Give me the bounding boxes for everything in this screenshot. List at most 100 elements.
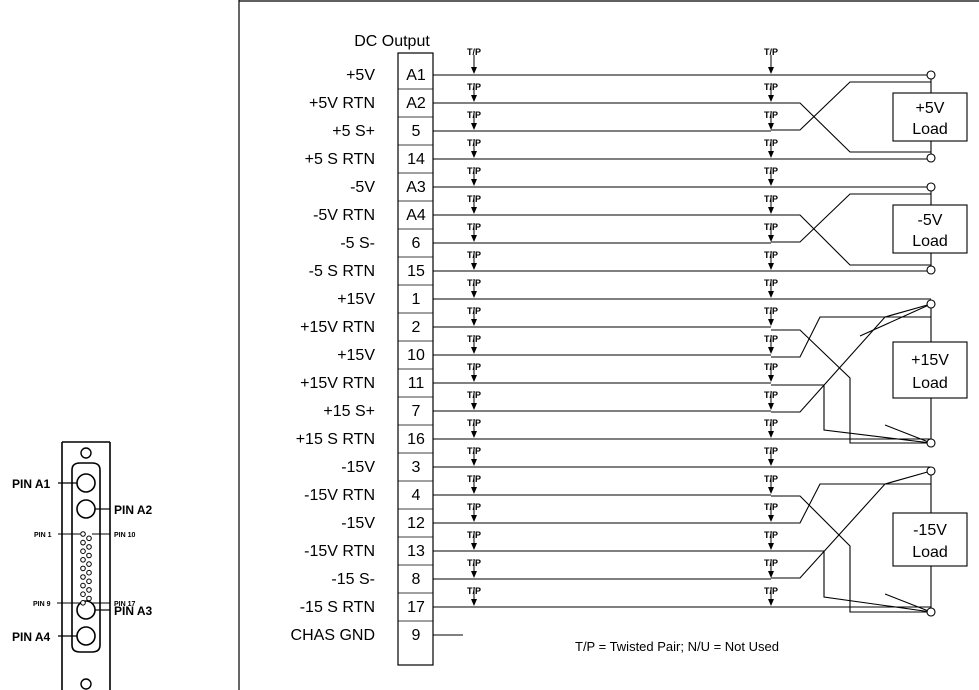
connector-small-pin	[86, 595, 92, 602]
pin-number: 7	[412, 403, 421, 420]
wire-15v-spread-c	[884, 424, 932, 444]
signal-label: -15V	[341, 459, 375, 476]
load-box	[892, 512, 968, 567]
wire-15v-rtn-a-cross	[771, 329, 931, 444]
twisted-pair-arrow	[471, 95, 477, 102]
crossing-wires	[771, 81, 932, 613]
signal-label: -15 S RTN	[300, 599, 375, 616]
twisted-pair-arrow	[768, 123, 774, 130]
connector-illustration: PIN A1 PIN A2 PIN 1 PIN 10 PIN 9 PIN 17 …	[12, 441, 153, 690]
load-label: -15V	[913, 522, 947, 539]
twisted-pair-arrow	[471, 515, 477, 522]
signal-label: -15 S-	[331, 571, 375, 588]
pin-number: 1	[412, 291, 421, 308]
twisted-pair-arrow	[768, 151, 774, 158]
twisted-pair-arrow	[768, 599, 774, 606]
load-label: Load	[912, 375, 948, 392]
load-15v: +15V Load	[892, 341, 968, 399]
twisted-pair-arrow	[768, 571, 774, 578]
twisted-pair-arrow	[471, 207, 477, 214]
connector-pin-a4	[76, 626, 96, 646]
pin-number: A3	[406, 179, 426, 196]
load-label: Load	[912, 121, 948, 138]
connector-small-pin	[80, 582, 86, 589]
signal-label: +15V RTN	[300, 375, 375, 392]
pin-number: 8	[412, 571, 421, 588]
signal-label: +15V	[337, 347, 375, 364]
wire-15v-spread-b	[884, 303, 932, 318]
twisted-pair-arrow	[471, 347, 477, 354]
twisted-pair-label: T/P	[467, 47, 481, 57]
connector-small-pin	[80, 548, 86, 555]
pin-number: 4	[412, 487, 421, 504]
twisted-pair-arrow	[471, 403, 477, 410]
signal-label: -5V RTN	[313, 207, 375, 224]
wire-minus5v-rtn-cross	[771, 214, 931, 266]
pin-number: 9	[412, 627, 421, 644]
connector-small-pin	[80, 557, 86, 563]
twisted-pair-arrow	[471, 543, 477, 550]
twisted-pair-arrow	[471, 599, 477, 606]
signal-label: -5 S RTN	[309, 263, 375, 280]
load-label: -5V	[918, 212, 943, 229]
twisted-pair-arrow	[471, 151, 477, 158]
load-box	[892, 92, 968, 142]
signal-label: +15V RTN	[300, 319, 375, 336]
signal-label: +15V	[337, 291, 375, 308]
wire-minus15v-b-cross	[771, 483, 931, 524]
connector-body	[71, 462, 101, 653]
wire-minus15v-sense-cross	[771, 483, 931, 579]
terminal-15v-minus	[926, 438, 936, 448]
connector-mount-hole-bottom	[80, 678, 92, 690]
twisted-pair-arrow	[768, 291, 774, 298]
connector-small-pin	[86, 587, 92, 593]
label-pin-1: PIN 1	[34, 532, 52, 539]
connector-small-pin	[80, 539, 86, 546]
twisted-pair-arrow	[768, 403, 774, 410]
wire-minus15v-spread-b	[884, 593, 932, 613]
twisted-pair-arrow	[768, 487, 774, 494]
pin-number: 10	[407, 347, 425, 364]
connector-small-pin	[86, 578, 92, 585]
connector-small-pin	[86, 561, 92, 567]
connector-small-pins	[80, 531, 92, 606]
wire-15v-b-cross	[771, 316, 931, 358]
terminal-15v-plus	[926, 299, 936, 309]
signal-label: +5V	[346, 67, 375, 84]
twisted-pair-arrow	[768, 515, 774, 522]
pin-number: 15	[407, 263, 425, 280]
label-pin-a4: PIN A4	[12, 630, 51, 644]
twisted-pair-arrow	[768, 67, 774, 74]
twisted-pair-arrow	[471, 319, 477, 326]
load-minus5v: -5V Load	[892, 204, 968, 254]
terminal-minus15v-plus	[926, 466, 936, 476]
connector-small-pin	[86, 535, 92, 542]
connector-pin-a3	[76, 600, 96, 620]
connector-small-pin	[80, 531, 86, 537]
signal-label: -15V RTN	[304, 487, 375, 504]
wire-minus5v-sense-cross	[771, 193, 931, 243]
connector-small-pin	[80, 591, 86, 598]
pin-number: 16	[407, 431, 425, 448]
twisted-pair-arrow	[768, 179, 774, 186]
signal-label: +15 S+	[323, 403, 375, 420]
terminal-circles	[926, 70, 936, 617]
signal-label: +5 S RTN	[305, 151, 375, 168]
load-label: Load	[912, 233, 948, 250]
twisted-pair-arrow	[768, 235, 774, 242]
twisted-pair-label: T/P	[764, 47, 778, 57]
load-minus15v: -15V Load	[892, 512, 968, 567]
pin-number: A1	[406, 67, 426, 84]
signal-label: CHAS GND	[291, 627, 375, 644]
twisted-pair-arrow	[471, 291, 477, 298]
wire-15v-rtn-b-cross	[771, 384, 932, 444]
pin-number: 12	[407, 515, 425, 532]
pin-number: 17	[407, 599, 425, 616]
twisted-pair-arrow	[768, 319, 774, 326]
connector-small-pin	[86, 552, 92, 559]
terminal-5v-plus	[926, 70, 936, 80]
signal-label: +5 S+	[332, 123, 375, 140]
twisted-pair-arrow	[768, 543, 774, 550]
twisted-pair-arrow	[471, 179, 477, 186]
